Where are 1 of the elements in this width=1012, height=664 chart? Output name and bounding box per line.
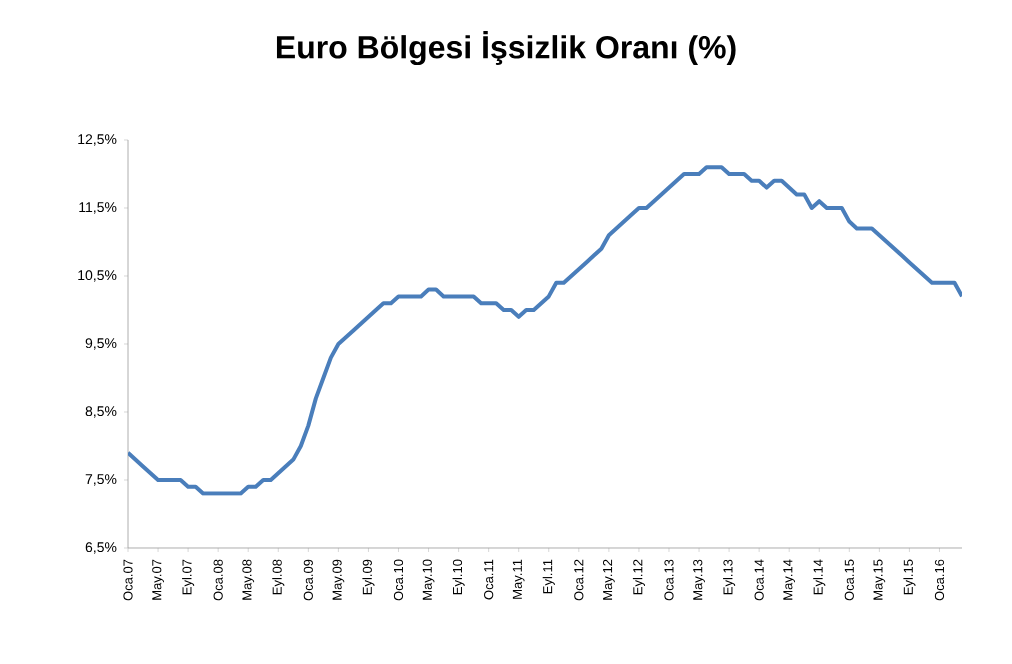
- chart-title: Euro Bölgesi İşsizlik Oranı (%): [276, 30, 736, 66]
